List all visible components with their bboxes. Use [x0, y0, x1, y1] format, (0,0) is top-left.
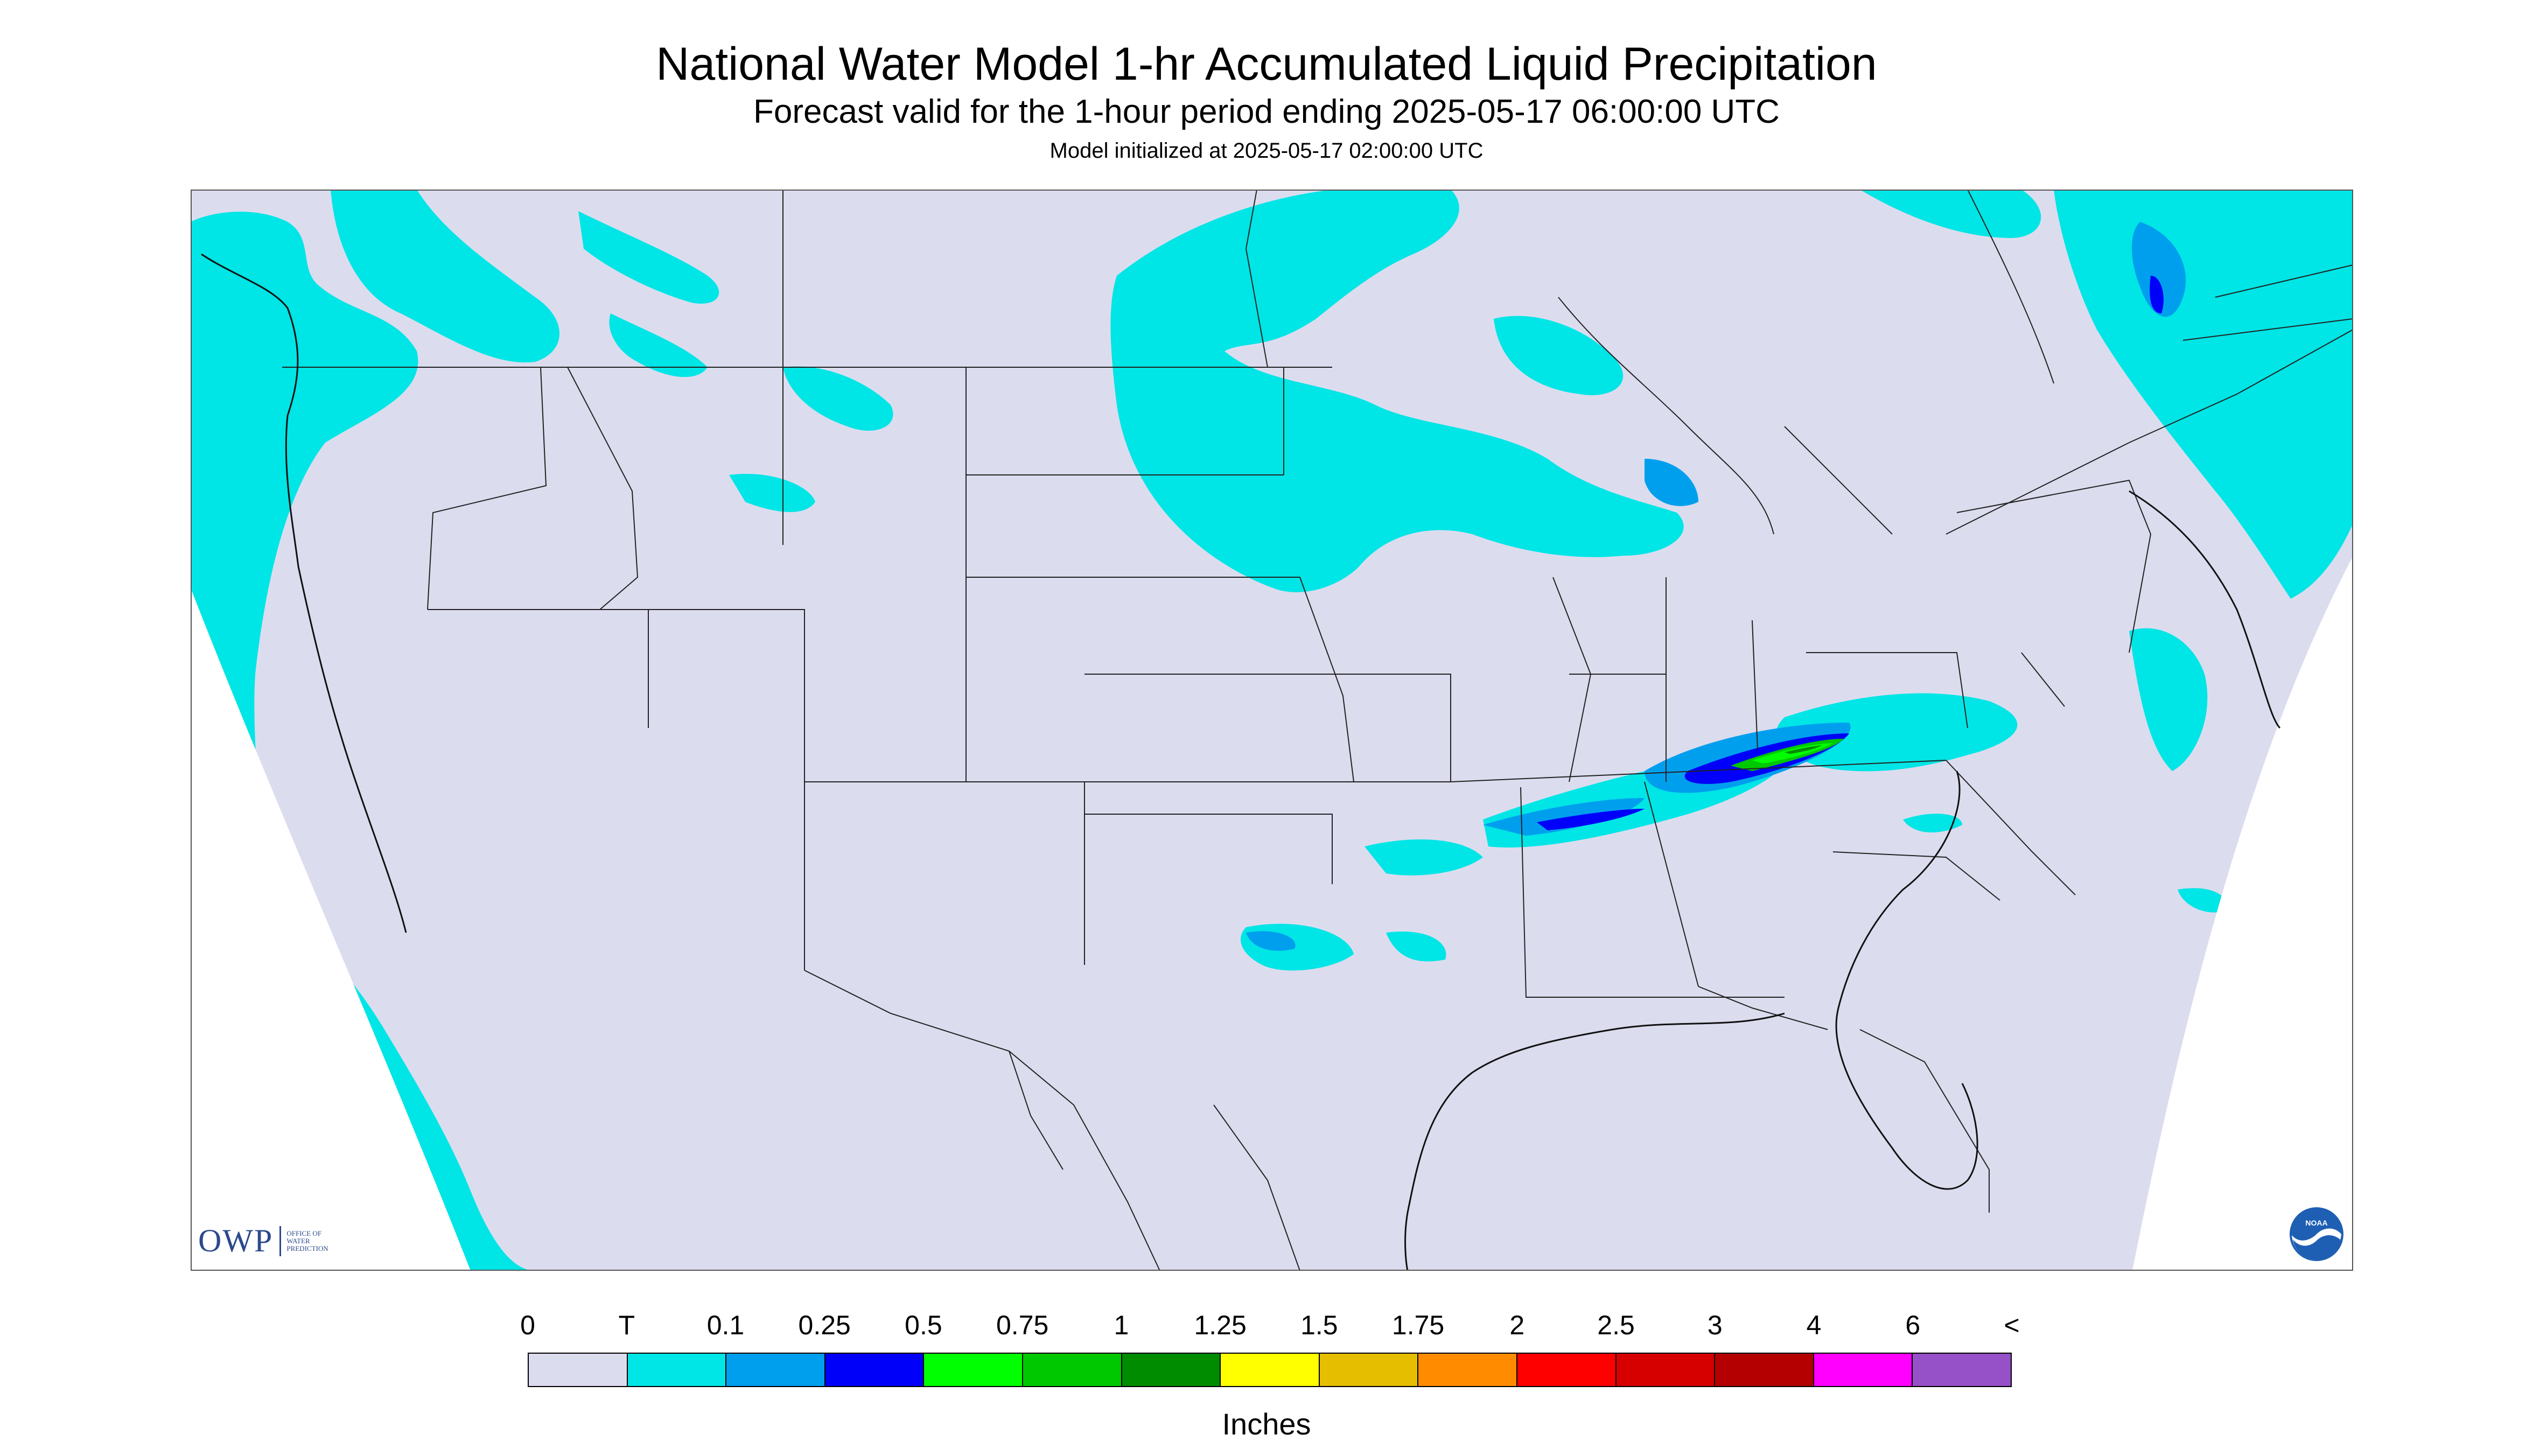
legend-swatch	[1913, 1354, 2011, 1386]
legend-tick-label: 0.1	[706, 1310, 745, 1340]
legend-tick-label: 3	[1707, 1310, 1723, 1340]
map-border	[191, 190, 2353, 1271]
legend-tick-label: <	[2004, 1310, 2020, 1340]
legend-swatch	[825, 1354, 925, 1386]
legend-tick-label: 4	[1806, 1310, 1822, 1340]
legend-tick-label: 0	[520, 1310, 535, 1340]
legend-swatch	[1814, 1354, 1913, 1386]
coastlines	[201, 253, 2281, 1271]
legend-tick-label: 2.5	[1597, 1310, 1635, 1340]
owp-logo-line2: WATER	[286, 1236, 310, 1245]
legend-swatch	[1319, 1354, 1419, 1386]
legend-tick-label: 2	[1509, 1310, 1525, 1340]
map-title: National Water Model 1-hr Accumulated Li…	[656, 38, 1877, 90]
model-init-text: Model initialized at 2025-05-17 02:00:00…	[1049, 139, 1484, 163]
legend-swatch	[924, 1354, 1023, 1386]
legend-tick-label: 0.25	[798, 1310, 851, 1340]
owp-logo-mark: OWP	[198, 1223, 274, 1258]
legend-tick-label: 1.5	[1300, 1310, 1338, 1340]
legend-tick-label: 0.5	[905, 1310, 942, 1340]
legend-tick-label: T	[618, 1310, 635, 1340]
legend-swatch	[726, 1354, 825, 1386]
legend-tick-label: 1.25	[1194, 1310, 1247, 1340]
legend-swatch	[529, 1354, 628, 1386]
legend-tick-label: 1.75	[1391, 1310, 1445, 1340]
legend-swatch	[1122, 1354, 1221, 1386]
legend-swatch	[1715, 1354, 1814, 1386]
legend-swatch	[627, 1354, 727, 1386]
precip-heavy-areas	[1731, 739, 1844, 771]
noaa-logo-icon: NOAA	[2290, 1207, 2343, 1261]
owp-logo-line1: OFFICE OF	[286, 1229, 322, 1237]
owp-logo-divider	[279, 1226, 282, 1256]
precipitation-map	[191, 190, 2353, 1271]
legend-swatch	[1517, 1354, 1617, 1386]
legend-tick-label: 6	[1905, 1310, 1921, 1340]
noaa-logo-label: NOAA	[2305, 1219, 2327, 1227]
legend-swatch	[1616, 1354, 1716, 1386]
legend-color-bar	[528, 1353, 2012, 1387]
legend-swatch	[1023, 1354, 1122, 1386]
legend-swatch	[1221, 1354, 1320, 1386]
political-boundaries	[282, 190, 2353, 1271]
map-subtitle: Forecast valid for the 1-hour period end…	[753, 93, 1780, 130]
legend-units: Inches	[1222, 1407, 1311, 1441]
legend-tick-label: 1	[1114, 1310, 1129, 1340]
owp-logo-text: OFFICE OF WATER PREDICTION	[286, 1229, 328, 1252]
owp-logo: OWP OFFICE OF WATER PREDICTION	[198, 1222, 328, 1259]
owp-logo-line3: PREDICTION	[286, 1244, 328, 1252]
model-domain	[191, 190, 2353, 1271]
legend-swatch	[1418, 1354, 1517, 1386]
legend-tick-label: 0.75	[996, 1310, 1049, 1340]
